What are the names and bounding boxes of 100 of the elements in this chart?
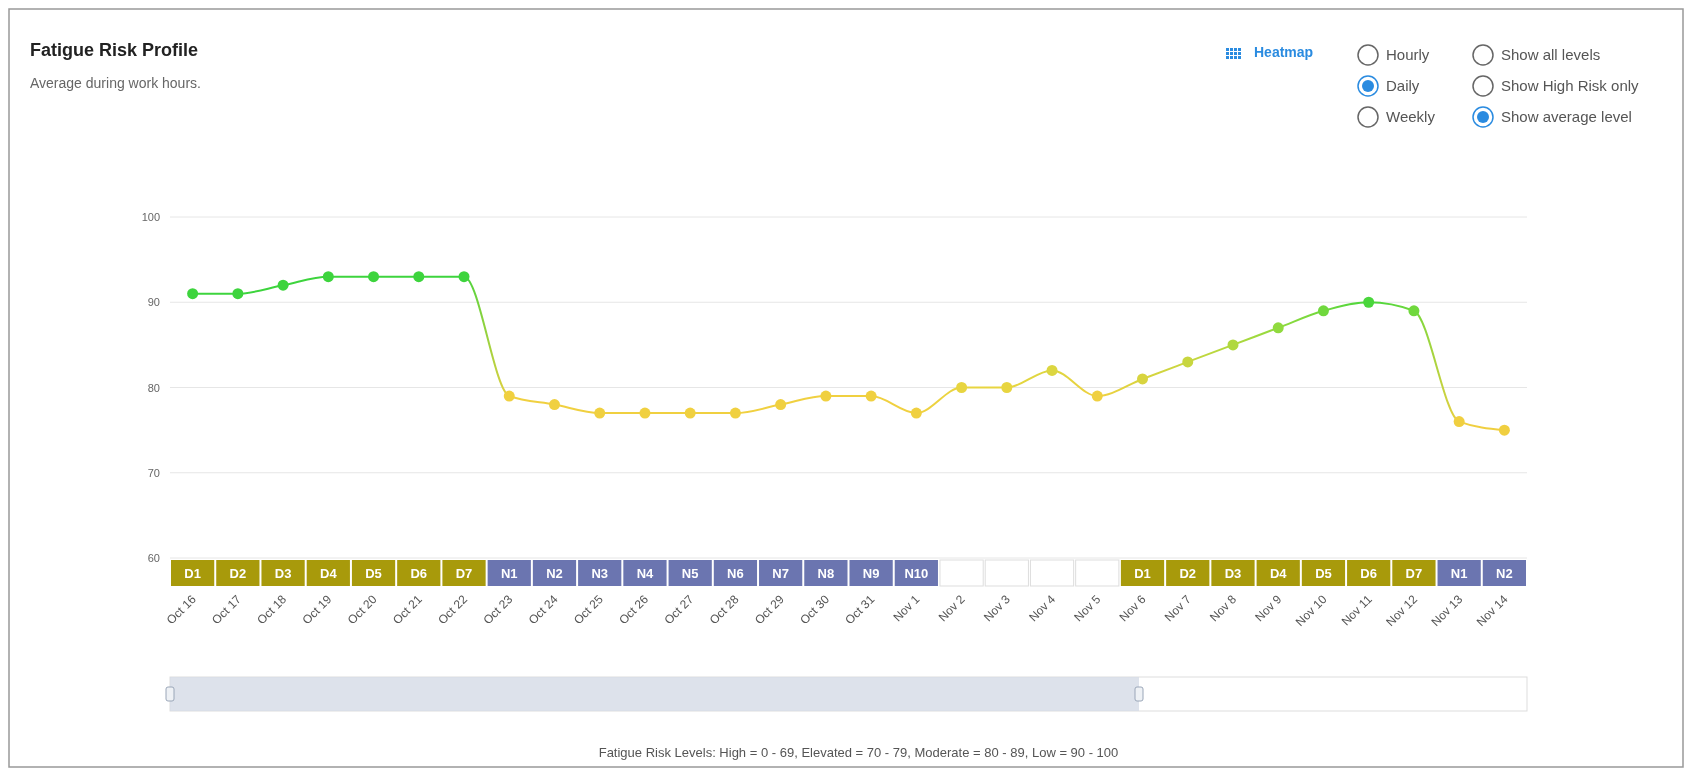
point [1408, 305, 1420, 317]
x-tick-label: Oct 16 [163, 592, 199, 628]
x-tick-label: Nov 6 [1116, 592, 1149, 625]
point [1498, 424, 1510, 436]
x-tick-label: Oct 27 [661, 592, 697, 628]
point [1363, 296, 1375, 308]
point [865, 390, 877, 402]
x-tick-label: Oct 20 [344, 592, 380, 628]
text: N2 [546, 566, 563, 581]
text: Heatmap [1254, 44, 1314, 60]
x-tick-label: Nov 7 [1161, 592, 1195, 625]
x-tick-label: Nov 12 [1383, 592, 1421, 630]
point [775, 399, 787, 411]
x-tick-label: Nov 4 [1026, 592, 1059, 625]
text: N1 [500, 566, 518, 581]
x-tick-label: Oct 22 [435, 592, 471, 628]
text: D1 [184, 566, 201, 581]
point [1317, 305, 1329, 317]
x-tick-label: Nov 5 [1071, 592, 1104, 625]
x-tick-label: Nov 14 [1473, 592, 1511, 630]
text: D5 [365, 566, 382, 581]
x-tick-label: Oct 30 [797, 592, 833, 628]
x-tick-label: Oct 19 [299, 592, 335, 628]
text: Daily [1386, 77, 1420, 94]
point [277, 279, 289, 291]
point [232, 288, 244, 300]
x-tick-label: Oct 28 [706, 592, 742, 628]
y-tick-label: 70 [147, 466, 160, 479]
text: N7 [772, 566, 789, 581]
point [458, 271, 470, 283]
x-tick-label: Oct 31 [842, 592, 878, 628]
chart-subtitle: Average during work hours. [30, 75, 201, 91]
x-tick-label: Nov 3 [980, 592, 1014, 625]
point [1227, 339, 1239, 351]
text: Weekly [1386, 108, 1436, 125]
x-tick-label: Nov 8 [1207, 592, 1240, 625]
x-tick-label: Nov 1 [890, 592, 923, 625]
text: D2 [229, 566, 247, 581]
text: D7 [1405, 566, 1423, 581]
point [820, 390, 832, 402]
x-tick-label: Oct 23 [480, 592, 516, 628]
x-tick-label: Nov 10 [1292, 592, 1330, 630]
text: N10 [904, 566, 929, 581]
text: N9 [862, 566, 880, 581]
point [594, 407, 606, 419]
point [187, 288, 199, 300]
point [1453, 416, 1465, 428]
point [503, 390, 515, 402]
text: D4 [320, 566, 338, 581]
point [1046, 364, 1058, 376]
x-tick-label: Oct 18 [254, 592, 290, 628]
point [368, 271, 380, 283]
point [1091, 390, 1103, 402]
y-tick-label: 60 [147, 552, 160, 564]
chart-title: Fatigue Risk Profile [30, 40, 199, 60]
point [910, 407, 922, 419]
text: N5 [681, 566, 699, 581]
text: D7 [455, 566, 473, 581]
point [1137, 373, 1149, 385]
text: D5 [1315, 566, 1332, 581]
x-tick-label: Oct 26 [616, 592, 652, 628]
point [1001, 382, 1013, 393]
text: D6 [410, 566, 428, 581]
y-tick-label: 100 [141, 211, 160, 223]
x-tick-label: Oct 25 [570, 592, 607, 628]
text: D6 [1360, 566, 1377, 581]
text: Show all levels [1501, 46, 1601, 63]
text: N1 [1450, 566, 1468, 581]
text: D3 [274, 566, 292, 581]
text: D1 [1134, 566, 1151, 581]
text: D4 [1269, 566, 1288, 581]
text: N8 [817, 566, 835, 581]
x-tick-label: Nov 13 [1428, 592, 1466, 630]
x-tick-label: Oct 24 [525, 592, 561, 628]
point [729, 407, 741, 419]
x-tick-label: Nov 9 [1252, 592, 1285, 625]
text: Hourly [1386, 46, 1430, 63]
y-tick-label: 80 [147, 381, 160, 394]
x-tick-label: Nov 11 [1338, 592, 1376, 629]
text: N3 [591, 566, 609, 581]
x-tick-label: Oct 17 [209, 592, 245, 628]
point [956, 382, 968, 393]
text: Show average level [1501, 108, 1632, 125]
x-tick-label: Oct 21 [390, 592, 426, 628]
point [413, 271, 425, 283]
x-tick-label: Nov 2 [935, 592, 968, 625]
point [322, 271, 334, 283]
text: Fatigue Risk Levels: High = 0 - 69, Elevated = 70 - 79, Moderate = 80 - 89, Low = 90 - 100 [598, 745, 1119, 760]
point [684, 407, 696, 419]
point [639, 407, 651, 419]
text: D2 [1179, 566, 1197, 581]
point [1272, 322, 1284, 334]
text: Show High Risk only [1501, 77, 1640, 94]
x-tick-label: Oct 29 [751, 592, 787, 628]
y-tick-label: 90 [147, 296, 160, 309]
text: D3 [1224, 566, 1242, 581]
text: N4 [636, 566, 655, 581]
point [1182, 356, 1194, 368]
point [548, 399, 560, 411]
text: N2 [1496, 566, 1513, 581]
